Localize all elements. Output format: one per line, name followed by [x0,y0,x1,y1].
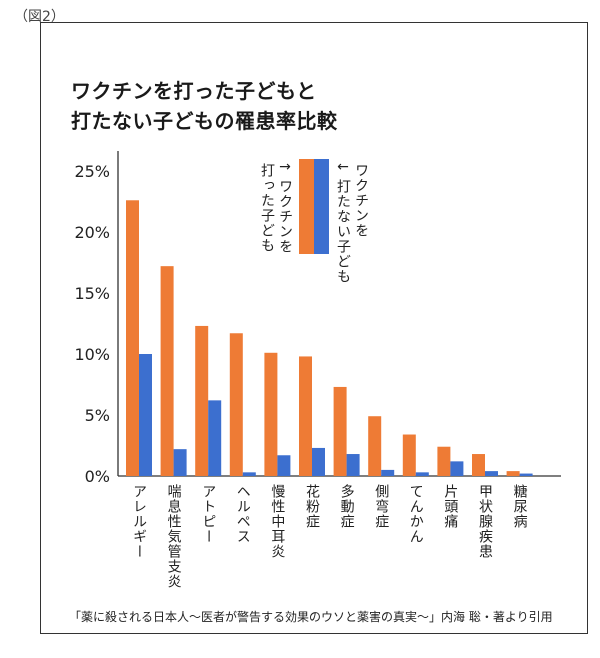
bar-unvaccinated [519,473,533,476]
bar-unvaccinated [346,454,360,476]
legend-arrow-vaccinated: → [279,159,291,175]
bar-vaccinated [299,356,312,476]
bar-vaccinated [506,471,520,476]
legend-swatch-unvaccinated [314,159,329,254]
x-category-label: 花粉症 [304,484,320,529]
bar-vaccinated [264,352,278,476]
legend-label-vaccinated-line2: 打った子ども [259,162,275,253]
x-category-label: アトピー [200,484,216,544]
bar-vaccinated [437,446,451,476]
bar-unvaccinated [450,461,464,476]
legend-arrow-unvaccinated: ← [337,159,349,175]
legend-label-unvaccinated-line2: 打たない子ども [335,178,351,284]
bar-unvaccinated [381,469,395,476]
bar-vaccinated [333,386,347,476]
x-category-label: ヘルペス [235,484,251,544]
bar-vaccinated [368,416,382,476]
bar-vaccinated [126,200,139,476]
bar-vaccinated [472,454,485,476]
bar-vaccinated [402,434,416,476]
x-category-label: 側弯症 [373,484,389,529]
y-tick-label: 20% [74,223,110,242]
bar-unvaccinated [173,449,187,476]
bar-unvaccinated [139,354,152,476]
y-tick-label: 5% [85,406,110,425]
x-category-label: てんかん [408,484,424,544]
y-tick-label: 10% [74,345,110,364]
bar-unvaccinated [242,472,256,476]
y-tick-label: 15% [74,284,110,303]
x-category-label: 多動症 [339,483,355,529]
chart-title-line-1: ワクチンを打った子どもと [71,79,317,103]
bar-vaccinated [160,266,174,476]
bar-unvaccinated [485,471,498,476]
legend-label-unvaccinated-line1: ワクチンを [353,163,369,238]
x-category-label: 慢性中耳炎 [269,483,285,559]
x-category-label: 喘息性気管支炎 [166,483,182,589]
x-category-label: 片頭痛 [442,484,458,529]
chart-frame: ワクチンを打った子どもと 打たない子どもの罹患率比較 0% 5% 10% 15% 20%… [40,22,588,634]
bar-vaccinated [195,325,209,476]
y-tick-label: 25% [74,162,110,181]
bar-unvaccinated [277,455,291,476]
chart-title-line-2: 打たない子どもの罹患率比較 [71,109,338,133]
legend-label-vaccinated-line1: ワクチンを [277,179,293,254]
bar-unvaccinated [208,400,222,476]
legend-swatch-vaccinated [299,159,314,254]
y-tick-label: 0% [85,467,110,486]
x-category-label: 甲状腺疾患 [477,484,493,559]
x-category-label: アレルギー [131,484,147,559]
x-category-label: 糖尿病 [512,484,528,529]
figure-label: （図2） [14,9,65,25]
source-caption: 「薬に殺される日本人～医者が警告する効果のウソと薬害の真実～」内海 聡・著より引… [69,610,553,624]
bar-chart: 0% 5% 10% 15% 20% 25% アレルギー 喘息性気管支炎 アトピー ヘルペス 慢性中耳… [74,151,561,589]
bar-vaccinated [229,333,243,476]
bar-unvaccinated [312,447,325,476]
bar-unvaccinated [415,472,429,476]
